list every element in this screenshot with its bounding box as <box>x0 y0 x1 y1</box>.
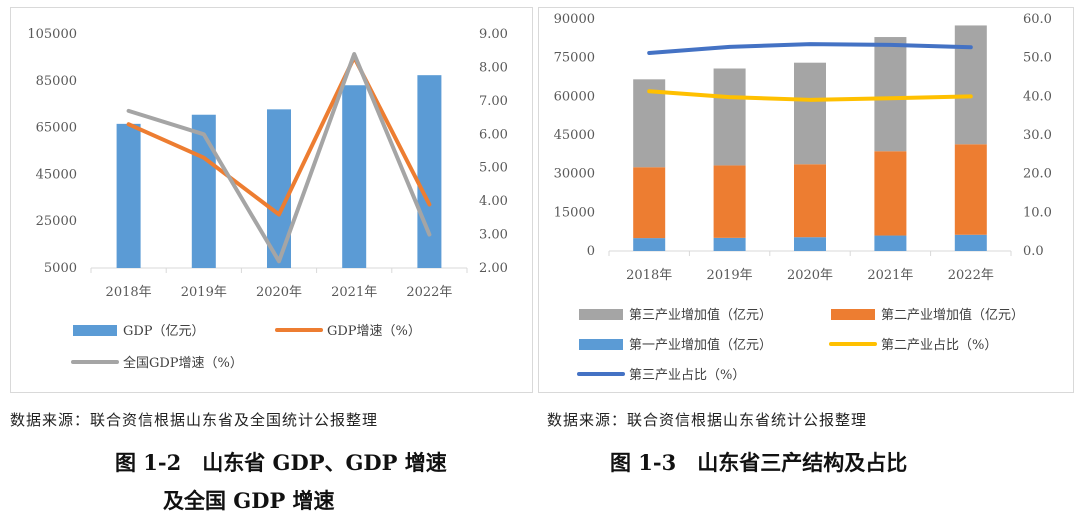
y-left-tick-label: 45000 <box>36 167 77 182</box>
x-tick-label: 2019年 <box>707 268 753 283</box>
legend-label: 第一产业增加值（亿元） <box>629 337 772 353</box>
legend-label: 全国GDP增速（%） <box>123 355 243 371</box>
x-tick-label: 2018年 <box>626 268 672 283</box>
x-tick-label: 2022年 <box>406 285 452 300</box>
y-right-tick-label: 30.0 <box>1023 128 1052 143</box>
bar-segment <box>713 165 746 238</box>
legend-label: 第三产业增加值（亿元） <box>629 307 772 323</box>
legend-swatch <box>831 309 875 320</box>
x-tick-label: 2020年 <box>256 285 302 300</box>
y-left-tick-label: 25000 <box>36 214 77 229</box>
bar-segment <box>874 235 907 251</box>
y-left-tick-label: 85000 <box>36 74 77 89</box>
x-tick-label: 2021年 <box>867 268 913 283</box>
bar-segment <box>794 164 826 238</box>
gdp-chart: 5000 25000 45000 65000 85000 105000 2.00 3.00 4.… <box>27 27 508 371</box>
bar-segment <box>633 167 666 239</box>
legend-label: 第三产业占比（%） <box>629 368 745 383</box>
bar <box>116 123 141 268</box>
chart-panel-industry: 0 15000 30000 45000 60000 75000 90000 0.0 10.0 20… <box>538 7 1074 393</box>
bar-segment <box>794 237 826 251</box>
y-left-tick-label: 5000 <box>44 261 77 276</box>
y-right-tick-label: 50.0 <box>1023 51 1052 66</box>
y-right-tick-label: 2.00 <box>479 261 508 276</box>
series-line <box>647 42 973 56</box>
x-tick-label: 2021年 <box>331 285 377 300</box>
chart-panel-gdp: 5000 25000 45000 65000 85000 105000 2.00 3.00 4.… <box>10 7 533 393</box>
legend-label: 第二产业占比（%） <box>881 338 997 353</box>
x-tick-label: 2018年 <box>106 285 152 300</box>
bar-segment <box>713 237 746 251</box>
y-right-tick-label: 7.00 <box>479 94 508 109</box>
legend-swatch <box>73 325 117 336</box>
x-tick-label: 2020年 <box>787 268 833 283</box>
y-right-tick-label: 60.0 <box>1023 12 1052 27</box>
y-right-tick-label: 10.0 <box>1023 205 1052 220</box>
bar-segment <box>713 68 746 166</box>
y-right-tick-label: 8.00 <box>479 60 508 75</box>
y-right-tick-label: 3.00 <box>479 228 508 243</box>
y-right-tick-label: 20.0 <box>1023 167 1052 182</box>
y-right-tick-label: 9.00 <box>479 27 508 42</box>
legend-swatch <box>579 309 623 320</box>
source-note-left: 数据来源：联合资信根据山东省及全国统计公报整理 <box>10 411 379 429</box>
y-right-tick-label: 4.00 <box>479 194 508 209</box>
bar <box>191 114 216 268</box>
bar <box>417 75 442 269</box>
y-left-tick-label: 45000 <box>554 128 595 143</box>
y-left-tick-label: 15000 <box>554 205 595 220</box>
y-right-tick-label: 6.00 <box>479 127 508 142</box>
series-line <box>126 52 432 264</box>
y-right-tick-label: 40.0 <box>1023 89 1052 104</box>
industry-structure-chart: 0 15000 30000 45000 60000 75000 90000 0.0 10.0 20… <box>554 12 1052 383</box>
figure-caption-left-line1: 图 1-2 山东省 GDP、GDP 增速 <box>115 450 447 475</box>
y-left-tick-label: 105000 <box>27 27 77 42</box>
bar <box>342 85 367 268</box>
figure-caption-right: 图 1-3 山东省三产结构及占比 <box>610 450 908 475</box>
y-left-tick-label: 60000 <box>554 89 595 104</box>
x-tick-label: 2019年 <box>181 285 227 300</box>
y-right-tick-label: 0.0 <box>1023 244 1044 259</box>
series-line <box>647 89 973 102</box>
legend-label: GDP（亿元） <box>123 324 205 339</box>
bar-segment <box>874 37 907 152</box>
bar-segment <box>794 62 826 165</box>
legend-label: GDP增速（%） <box>327 324 421 339</box>
legend-swatch <box>579 339 623 350</box>
y-left-tick-label: 0 <box>587 244 595 259</box>
figure-caption-left-line2: 及全国 GDP 增速 <box>163 488 335 513</box>
bar-segment <box>954 234 987 251</box>
y-left-tick-label: 90000 <box>554 12 595 27</box>
bar-segment <box>954 25 987 145</box>
y-left-tick-label: 30000 <box>554 167 595 182</box>
y-right-tick-label: 5.00 <box>479 161 508 176</box>
legend-label: 第二产业增加值（亿元） <box>881 307 1024 323</box>
x-tick-label: 2022年 <box>948 268 994 283</box>
y-left-tick-label: 65000 <box>36 121 77 136</box>
bar-segment <box>874 151 907 236</box>
series-line <box>126 55 432 217</box>
y-left-tick-label: 75000 <box>554 51 595 66</box>
source-note-right: 数据来源：联合资信根据山东省统计公报整理 <box>547 411 868 429</box>
bar-segment <box>954 144 987 235</box>
bar-segment <box>633 238 666 251</box>
